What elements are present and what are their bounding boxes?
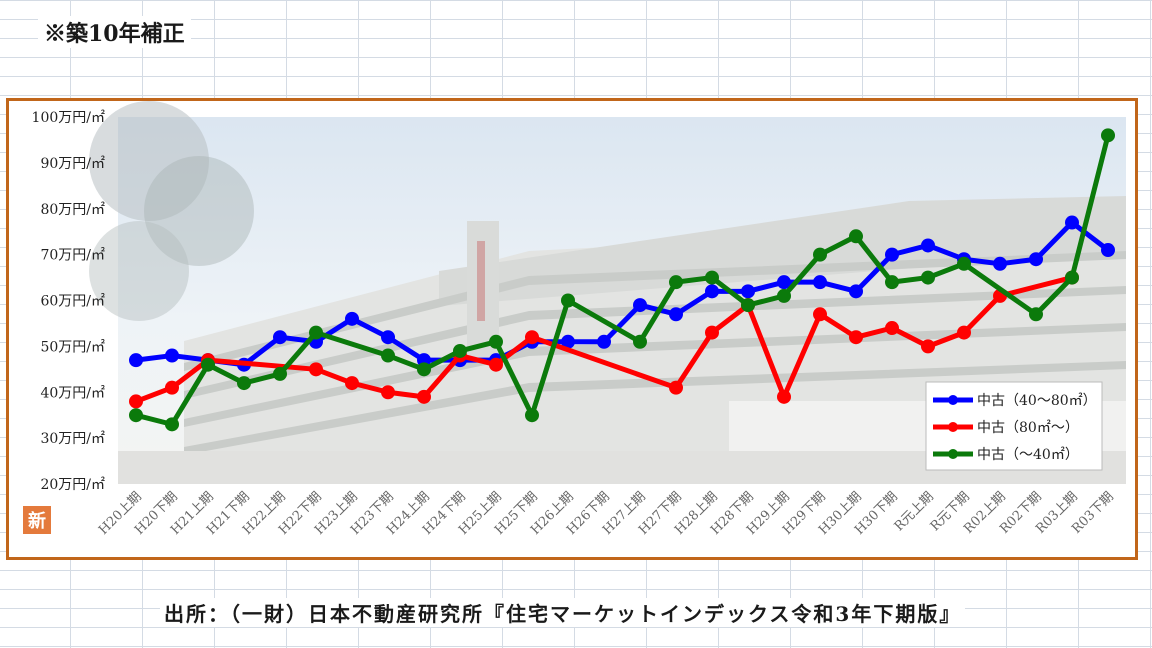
data-point xyxy=(489,334,503,349)
y-axis-labels: 100万円/㎡ 90万円/㎡ 80万円/㎡ 70万円/㎡ 60万円/㎡ 50万円/㎡ 40万… xyxy=(32,110,105,493)
data-point xyxy=(705,325,719,340)
line-chart: 100万円/㎡ 90万円/㎡ 80万円/㎡ 70万円/㎡ 60万円/㎡ 50万円/㎡ 40万… xyxy=(23,101,1126,538)
chart-note: ※築10年補正 xyxy=(38,16,191,48)
data-point xyxy=(777,275,791,290)
data-point xyxy=(561,293,575,308)
legend-label: 中古（80㎡～） xyxy=(977,420,1079,436)
data-point xyxy=(273,366,287,381)
data-point xyxy=(345,376,359,391)
data-point xyxy=(813,275,827,290)
data-point xyxy=(921,238,935,253)
data-point xyxy=(777,288,791,303)
data-point xyxy=(633,298,647,313)
data-point xyxy=(957,256,971,271)
data-point xyxy=(849,229,863,244)
legend-marker xyxy=(948,422,958,432)
series-line xyxy=(133,220,1111,368)
data-point xyxy=(129,394,143,409)
legend: 中古（40～80㎡） 中古（80㎡～） 中古（～40㎡） xyxy=(925,381,1103,471)
legend-label: 中古（～40㎡） xyxy=(977,447,1079,463)
data-point xyxy=(237,376,251,391)
y-tick-label: 40万円/㎡ xyxy=(40,385,105,401)
chart-frame: 100万円/㎡ 90万円/㎡ 80万円/㎡ 70万円/㎡ 60万円/㎡ 50万円/㎡ 40万… xyxy=(6,98,1138,560)
data-point xyxy=(165,380,179,395)
y-tick-label: 90万円/㎡ xyxy=(40,156,105,172)
data-point xyxy=(309,325,323,340)
data-point xyxy=(489,357,503,372)
badge-label: 新 xyxy=(28,510,46,532)
legend-marker xyxy=(948,395,958,405)
data-point xyxy=(597,334,611,349)
data-point xyxy=(849,330,863,345)
data-point xyxy=(129,353,143,368)
x-axis-labels: H20上期H20下期H21上期H21下期H22上期H22下期H23上期H23下期… xyxy=(96,489,1117,538)
data-point xyxy=(885,275,899,290)
series-2 xyxy=(129,270,1079,409)
data-point xyxy=(1029,252,1043,267)
data-point xyxy=(885,321,899,336)
data-point xyxy=(633,334,647,349)
data-point xyxy=(813,247,827,262)
data-point xyxy=(381,385,395,400)
y-tick-label: 20万円/㎡ xyxy=(40,477,105,493)
data-point xyxy=(993,256,1007,271)
data-point xyxy=(921,339,935,354)
data-point xyxy=(165,348,179,363)
data-point xyxy=(381,348,395,363)
data-point xyxy=(1065,215,1079,230)
y-tick-label: 100万円/㎡ xyxy=(32,110,105,126)
legend-label: 中古（40～80㎡） xyxy=(977,393,1097,409)
data-point xyxy=(705,270,719,285)
series-3 xyxy=(129,128,1115,432)
data-point xyxy=(849,284,863,299)
data-point xyxy=(417,389,431,404)
new-badge: 新 xyxy=(23,506,51,534)
data-point xyxy=(273,330,287,345)
data-point xyxy=(669,380,683,395)
y-tick-label: 50万円/㎡ xyxy=(40,339,105,355)
y-tick-label: 30万円/㎡ xyxy=(40,431,105,447)
data-point xyxy=(813,307,827,322)
y-tick-label: 80万円/㎡ xyxy=(40,202,105,218)
data-point xyxy=(561,334,575,349)
y-tick-label: 70万円/㎡ xyxy=(40,248,105,264)
data-point xyxy=(669,307,683,322)
data-point xyxy=(1029,307,1043,322)
data-point xyxy=(669,275,683,290)
data-point xyxy=(741,298,755,313)
y-tick-label: 60万円/㎡ xyxy=(40,294,105,310)
data-point xyxy=(921,270,935,285)
data-point xyxy=(525,330,539,345)
data-point xyxy=(165,417,179,432)
data-point xyxy=(1101,243,1115,258)
data-point xyxy=(741,284,755,299)
data-point xyxy=(1065,270,1079,285)
data-point xyxy=(129,408,143,423)
data-point xyxy=(381,330,395,345)
data-point xyxy=(525,408,539,423)
data-point xyxy=(705,284,719,299)
data-point xyxy=(453,343,467,358)
source-note: 出所：（一財）日本不動産研究所『住宅マーケットインデックス令和3年下期版』 xyxy=(160,598,966,627)
data-point xyxy=(417,362,431,377)
data-point xyxy=(201,357,215,372)
x-tick-label: R元上期 xyxy=(892,489,937,534)
series-layer xyxy=(129,128,1115,432)
data-point xyxy=(885,247,899,262)
data-point xyxy=(957,325,971,340)
data-point xyxy=(309,362,323,377)
data-point xyxy=(777,389,791,404)
data-point xyxy=(1101,128,1115,143)
data-point xyxy=(345,311,359,326)
legend-marker xyxy=(948,449,958,459)
